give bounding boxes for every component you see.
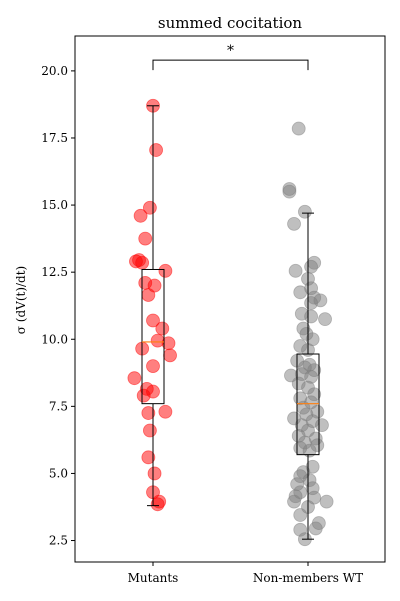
chart-title: summed cocitation [158,14,303,32]
data-point [138,231,153,246]
data-point [293,508,308,522]
data-point [287,216,301,231]
significance-bracket [152,59,309,71]
y-tick-label: 20.0 [41,64,68,78]
data-point [308,521,323,536]
data-point [146,313,160,328]
plot-area: 2.5 5.0 7.5 10.0 12.5 15.0 17.5 20.0 Mutants Non-… [41,35,386,585]
y-tick-label: 17.5 [41,131,68,145]
data-point [304,309,319,324]
data-point [129,254,143,269]
data-point [158,263,173,278]
data-point [149,143,164,157]
data-point [142,423,157,438]
data-point [141,450,156,465]
data-point [136,388,151,403]
data-point [158,404,173,419]
data-point [155,321,170,336]
data-point [318,312,332,327]
data-point [141,406,156,420]
data-point [133,208,148,223]
data-point [150,497,165,512]
axes-frame [74,35,386,563]
data-point [141,288,156,302]
y-tick-label: 12.5 [41,265,68,279]
y-tick-label: 2.5 [49,534,68,548]
y-tick-label: 10.0 [41,332,68,346]
x-tick-label: Non-members WT [253,571,363,585]
box-iqr [296,353,320,456]
y-axis-label: σ (dV(t)/dt) [14,266,28,334]
data-point [163,348,177,363]
data-point [304,296,319,310]
data-point [147,466,162,481]
box-iqr [141,268,165,405]
data-point [315,418,329,433]
data-point [297,204,312,219]
data-point [146,359,160,373]
y-tick-label: 15.0 [41,198,68,212]
data-point [293,285,308,300]
x-tick-label: Mutants [128,571,179,585]
y-tick-label: 5.0 [49,466,68,480]
data-point [127,371,142,386]
data-point [302,443,317,458]
y-tick-label: 7.5 [49,399,68,413]
data-point [287,494,301,509]
data-point [288,263,303,278]
significance-label: * [227,43,234,59]
data-point [319,494,334,509]
data-point [304,259,319,274]
data-point [282,184,297,199]
data-point [291,121,306,136]
